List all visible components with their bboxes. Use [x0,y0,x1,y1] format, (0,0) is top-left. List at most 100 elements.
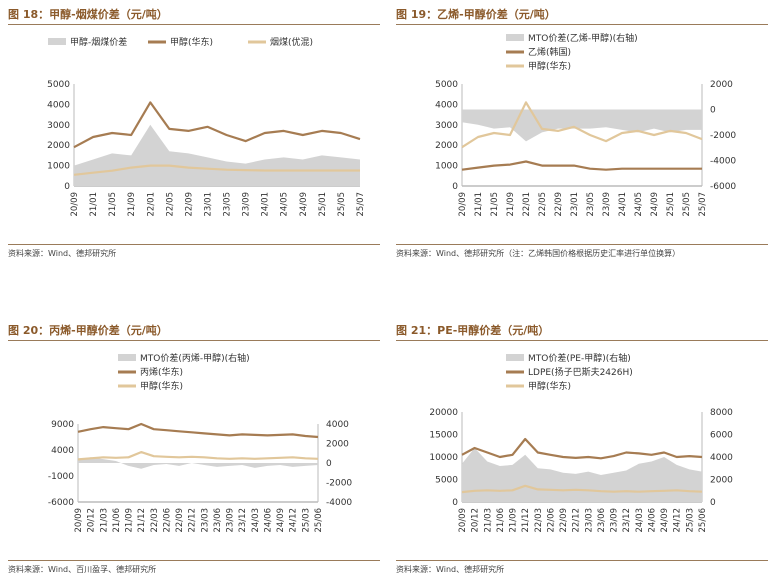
chart-source: 资料来源：Wind、德邦研究所 [8,249,117,258]
x-tick-label: 23/06 [213,508,223,533]
series-line-light [461,484,703,494]
y-tick-label-left: 9000 [51,420,74,430]
x-tick-label: 21/05 [490,192,500,217]
x-tick-label: 22/06 [162,508,172,533]
series-area [78,457,318,469]
y-tick-label-left: 1000 [435,162,458,172]
y-tick-label-right: 6000 [710,431,733,441]
chart-18-svg: 甲醇-烟煤价差 甲醇(华东) 烟煤(优混) 0 1000 2000 3000 4000 5000… [47,36,366,217]
x-tick-label: 24/03 [635,508,645,533]
y-tick-label-left: 4000 [51,446,74,456]
series-line-dark [73,101,361,149]
x-tick-label: 25/05 [337,192,347,217]
x-tick-label: 21/09 [127,192,137,217]
x-tick-label: 23/05 [586,192,596,217]
x-tick-label: 23/12 [238,508,248,533]
x-tick-label: 20/09 [74,508,84,533]
x-tick-label: 23/06 [597,508,607,533]
x-tick-label: 24/05 [634,192,644,217]
x-tick-label: 21/03 [99,508,109,533]
x-tick-label: 21/09 [506,192,516,217]
title-rule [396,340,768,341]
y-tick-label-right: 2000 [710,80,733,90]
x-tick-label: 25/03 [301,508,311,533]
x-tick-label: 24/06 [263,508,273,533]
legend-label: 烟煤(优混) [270,36,313,48]
x-tick-label: 20/09 [458,508,468,533]
legend-label: 甲醇(华东) [528,380,571,392]
y-tick-label-left: 4000 [435,100,458,110]
x-tick-label: 25/06 [314,508,324,533]
source-rule [396,244,768,245]
y-tick-label-left: 0 [64,182,70,192]
legend-swatch [118,354,136,361]
x-tick-label: 24/03 [251,508,261,533]
y-tick-label-left: -1000 [48,472,74,482]
legend-label: 甲醇(华东) [170,36,213,48]
chart-source: 资料来源：Wind、百川盈孚、德邦研究所 [8,565,157,574]
x-tick-label: 21/09 [509,508,519,533]
x-tick-label: 22/01 [522,192,532,217]
chart-source: 资料来源：Wind、德邦研究所（注：乙烯韩国价格根据历史汇率进行单位换算） [396,249,681,258]
legend-label: 甲醇(华东) [140,380,183,392]
x-tick-label: 21/06 [112,508,122,533]
x-tick-label: 25/07 [356,192,366,217]
series-line-light [77,451,319,461]
legend-label: 丙烯(华东) [140,366,183,378]
source-rule [8,244,380,245]
y-tick-label-right: 2000 [326,440,349,450]
legend-label: 乙烯(韩国) [528,46,571,58]
x-tick-label: 23/09 [602,192,612,217]
x-tick-label: 22/01 [146,192,156,217]
chart-19-svg: MTO价差(乙烯-甲醇)(右轴) 乙烯(韩国) 甲醇(华东) 0 1000 2000 300… [435,32,736,217]
x-tick-label: 21/01 [474,192,484,217]
x-tick-label: 24/09 [660,508,670,533]
series-line-light [73,164,360,176]
y-tick-label-left: 5000 [47,80,70,90]
x-tick-label: 24/12 [673,508,683,533]
x-tick-label: 22/12 [188,508,198,533]
y-tick-label-right: -4000 [326,498,352,508]
y-tick-label-left: 5000 [435,476,458,486]
y-tick-label-right: 8000 [710,408,733,418]
legend-label: MTO价差(乙烯-甲醇)(右轴) [528,32,638,44]
chart-source: 资料来源：Wind、德邦研究所 [396,565,505,574]
chart-panel-18: 图 18：甲醇-烟煤价差（元/吨） 甲醇-烟煤价差 甲醇(华东) 烟煤(优混) 0 10… [8,2,380,270]
chart-20-svg: MTO价差(丙烯-甲醇)(右轴) 丙烯(华东) 甲醇(华东) -6000 -1000 40… [48,352,353,533]
x-tick-label: 21/09 [125,508,135,533]
x-tick-label: 21/05 [108,192,118,217]
x-tick-label: 23/05 [223,192,233,217]
x-tick-label: 22/05 [538,192,548,217]
x-tick-label: 25/03 [685,508,695,533]
y-tick-label-left: 5000 [435,80,458,90]
y-tick-label-right: -2000 [326,479,352,489]
x-tick-label: 23/09 [226,508,236,533]
y-tick-label-right: 4000 [326,420,349,430]
y-tick-label-right: 0 [326,459,332,469]
legend-label: MTO价差(丙烯-甲醇)(右轴) [140,352,250,364]
x-tick-label: 21/06 [496,508,506,533]
chart-title: 图 20：丙烯-甲醇价差（元/吨） [8,324,168,337]
legend-label: MTO价差(PE-甲醇)(右轴) [528,352,631,364]
x-tick-label: 20/09 [70,192,80,217]
y-tick-label-right: -6000 [710,182,736,192]
y-tick-label-left: 2000 [435,141,458,151]
x-tick-label: 23/09 [242,192,252,217]
x-tick-label: 25/01 [318,192,328,217]
legend-swatch [506,34,524,41]
y-tick-label-right: 0 [710,498,716,508]
y-tick-label-left: 0 [452,498,458,508]
x-tick-label: 22/09 [175,508,185,533]
legend-label: 甲醇(华东) [528,60,571,72]
x-tick-label: 23/01 [570,192,580,217]
y-tick-label-left: 20000 [429,408,458,418]
series-line-light [461,101,703,149]
x-tick-label: 20/09 [458,192,468,217]
y-tick-label-left: 2000 [47,141,70,151]
source-rule [396,560,768,561]
x-tick-label: 22/09 [184,192,194,217]
y-tick-label-left: 1000 [47,162,70,172]
title-rule [8,24,380,25]
chart-21-svg: MTO价差(PE-甲醇)(右轴) LDPE(扬子巴斯夫2426H) 甲醇(华东) 0 5… [429,352,733,533]
legend-label: LDPE(扬子巴斯夫2426H) [528,366,633,378]
